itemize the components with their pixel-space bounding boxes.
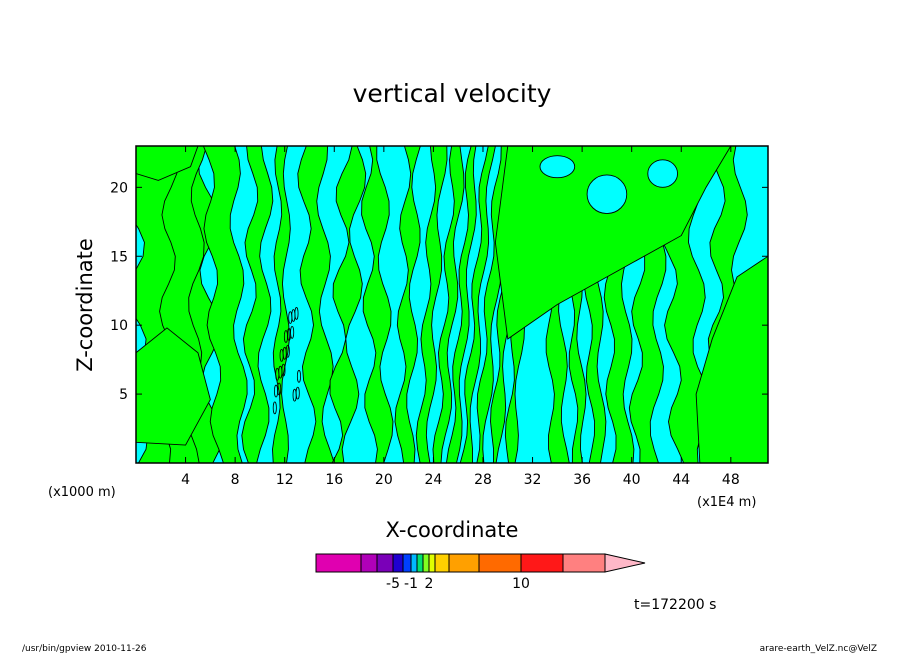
colorbar-segment-4 bbox=[402, 553, 412, 573]
positive-region-3 bbox=[136, 146, 199, 181]
x-tick-label-0: 4 bbox=[181, 472, 190, 488]
colorbar-segment-3 bbox=[392, 553, 404, 573]
negative-island-0 bbox=[586, 174, 628, 214]
positive-band-6 bbox=[329, 146, 367, 463]
x-tick-label-9: 40 bbox=[623, 472, 641, 488]
y-axis-unit: (x1000 m) bbox=[48, 485, 116, 500]
positive-band-3 bbox=[241, 146, 274, 463]
positive-band-12 bbox=[459, 146, 496, 463]
colorbar-segment-8 bbox=[428, 553, 436, 573]
plot-frame bbox=[135, 145, 769, 464]
positive-region-2 bbox=[695, 255, 768, 463]
positive-band-9 bbox=[415, 146, 448, 463]
colorbar-extension-arrow bbox=[604, 553, 646, 573]
colorbar-segment-11 bbox=[478, 553, 522, 573]
fine-structure-15 bbox=[288, 311, 293, 324]
colorbar-segment-9 bbox=[434, 553, 450, 573]
colorbar-label-1: -1 bbox=[404, 576, 418, 592]
x-axis-unit: (x1E4 m) bbox=[697, 495, 756, 510]
colorbar-segment-13 bbox=[562, 553, 606, 573]
colorbar-segment-2 bbox=[376, 553, 394, 573]
colorbar-label-3: 10 bbox=[512, 576, 530, 592]
x-axis: 4 8 12 16 20 24 28 32 36 40 44 48 bbox=[181, 146, 740, 488]
x-tick-label-10: 44 bbox=[672, 472, 690, 488]
y-tick-label-2: 15 bbox=[110, 249, 128, 265]
x-tick-label-5: 24 bbox=[424, 472, 442, 488]
colorbar-segment-1 bbox=[360, 553, 378, 573]
x-tick-label-7: 32 bbox=[524, 472, 542, 488]
y-axis: 5 10 15 20 bbox=[110, 180, 768, 403]
time-label: t=172200 s bbox=[634, 597, 716, 613]
negative-island-1 bbox=[647, 159, 678, 188]
positive-band-13 bbox=[476, 146, 510, 463]
colorbar-segment-10 bbox=[448, 553, 480, 573]
positive-band-11 bbox=[445, 146, 477, 463]
colorbar-segment-5 bbox=[410, 553, 418, 573]
x-tick-label-1: 8 bbox=[231, 472, 240, 488]
positive-band-10 bbox=[432, 146, 465, 463]
fine-structure-6 bbox=[274, 384, 279, 398]
plot-area bbox=[135, 145, 769, 464]
positive-band-18 bbox=[581, 146, 607, 463]
y-tick-label-0: 5 bbox=[119, 387, 128, 403]
fine-structure-0 bbox=[272, 401, 277, 415]
footer-right: arare-earth_VelZ.nc@VelZ bbox=[760, 644, 877, 654]
positive-band-8 bbox=[394, 146, 421, 463]
fine-structure-13 bbox=[279, 348, 284, 362]
colorbar-segment-7 bbox=[422, 553, 430, 573]
fine-structure-12 bbox=[275, 367, 280, 381]
footer-left: /usr/bin/gpview 2010-11-26 bbox=[22, 644, 147, 654]
colorbar-label-2: 2 bbox=[425, 576, 434, 592]
x-axis-label: X-coordinate bbox=[386, 518, 519, 542]
positive-region-1 bbox=[494, 146, 732, 340]
chart-title: vertical velocity bbox=[353, 79, 552, 108]
x-tick-label-8: 36 bbox=[573, 472, 591, 488]
x-tick-label-2: 12 bbox=[276, 472, 294, 488]
fine-structure-16 bbox=[292, 388, 297, 402]
x-tick-label-3: 16 bbox=[325, 472, 343, 488]
colorbar: -5 -1 2 10 bbox=[315, 553, 646, 592]
y-tick-label-3: 20 bbox=[110, 180, 128, 196]
negative-island-2 bbox=[539, 155, 576, 179]
colorbar-segment-12 bbox=[520, 553, 564, 573]
colorbar-label-0: -5 bbox=[386, 576, 400, 592]
y-axis-label: Z-coordinate bbox=[73, 238, 97, 372]
positive-region-0 bbox=[136, 327, 211, 446]
x-tick-label-4: 20 bbox=[375, 472, 393, 488]
x-tick-label-6: 28 bbox=[474, 472, 492, 488]
positive-band-17 bbox=[562, 146, 587, 463]
y-tick-label-1: 10 bbox=[110, 318, 128, 334]
fine-structure-17 bbox=[296, 369, 301, 383]
velocity-field bbox=[136, 146, 768, 463]
positive-band-2 bbox=[202, 146, 248, 463]
x-tick-label-11: 48 bbox=[722, 472, 740, 488]
colorbar-segment-0 bbox=[315, 553, 362, 573]
fine-structure-14 bbox=[283, 330, 288, 343]
positive-band-7 bbox=[361, 146, 394, 463]
positive-band-5 bbox=[297, 146, 335, 463]
colorbar-segment-6 bbox=[416, 553, 424, 573]
